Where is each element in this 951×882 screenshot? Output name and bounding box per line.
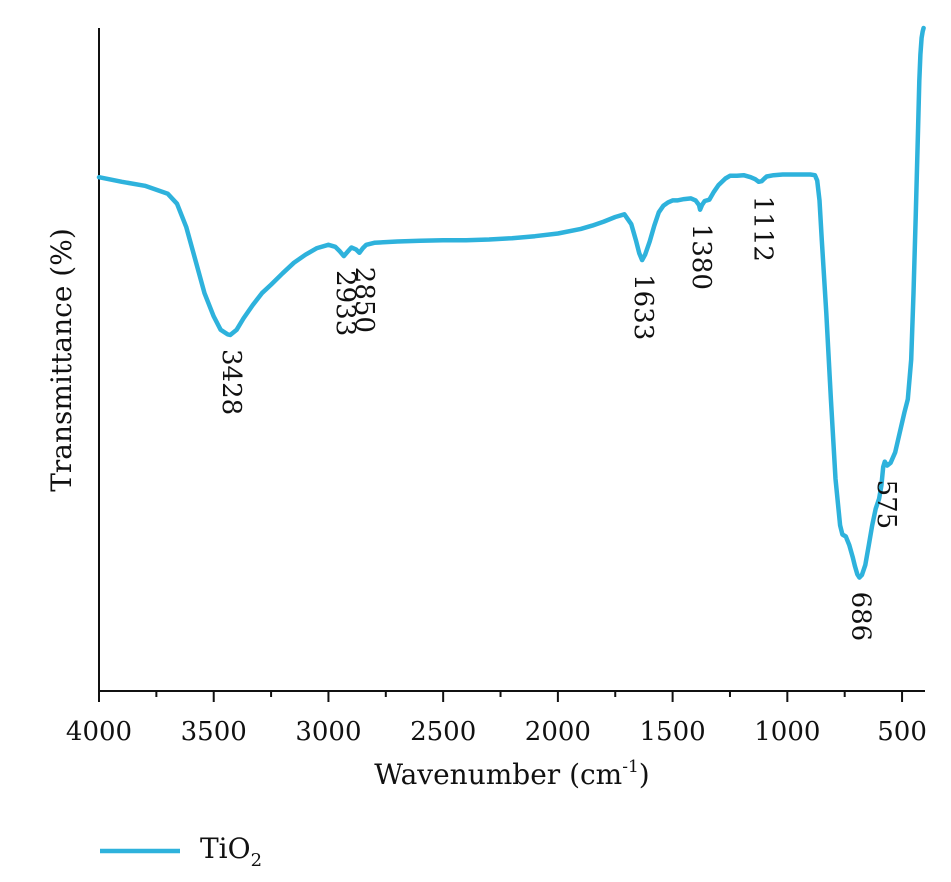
peak-label: 1380 <box>686 224 716 290</box>
peak-label: 2850 <box>349 267 379 333</box>
x-axis-title: Wavenumber (cm-1) <box>374 757 649 791</box>
peak-label: 3428 <box>216 349 246 415</box>
legend-label: TiO2 <box>200 832 262 871</box>
x-ticks: 4000 3500 3000 2500 2000 1500 1000 500 <box>66 691 927 747</box>
x-tick-label: 2500 <box>410 717 476 747</box>
y-axis-title: Transmittance (%) <box>45 228 78 492</box>
peak-label: 1112 <box>748 196 778 262</box>
plot-area: 4000 3500 3000 2500 2000 1500 1000 500 3428 2933… <box>66 25 927 747</box>
x-tick-label: 3500 <box>181 717 247 747</box>
legend: TiO2 <box>100 832 262 871</box>
peak-label: 686 <box>845 592 875 642</box>
x-tick-label: 4000 <box>66 717 132 747</box>
x-tick-label: 3000 <box>295 717 361 747</box>
x-tick-label: 500 <box>877 717 927 747</box>
x-tick-label: 2000 <box>525 717 591 747</box>
x-tick-label: 1000 <box>754 717 820 747</box>
x-tick-label: 1500 <box>640 717 706 747</box>
peak-label: 575 <box>871 480 901 530</box>
peak-label: 2933 <box>330 270 360 336</box>
series-line-tio2 <box>96 25 926 580</box>
peak-label: 1633 <box>628 274 658 340</box>
